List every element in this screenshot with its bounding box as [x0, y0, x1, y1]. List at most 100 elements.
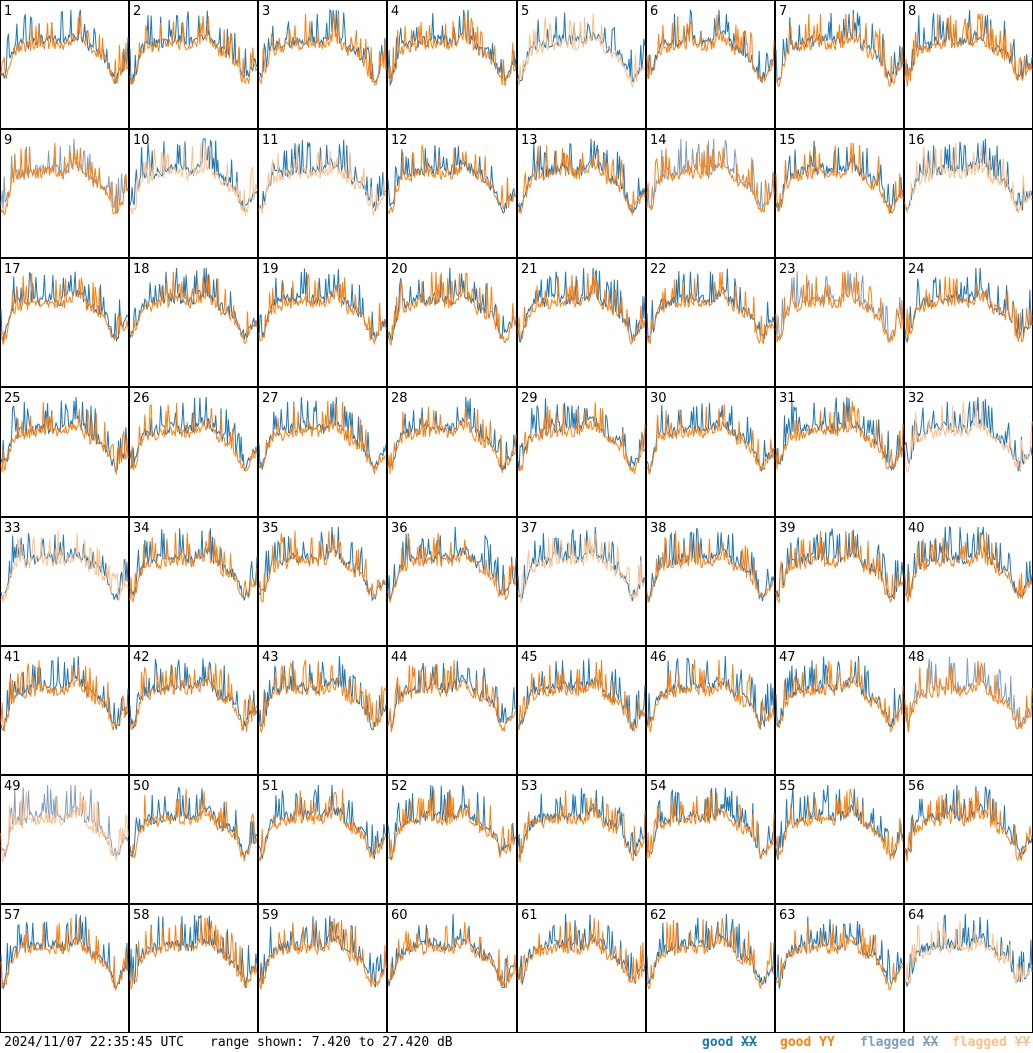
yy-series: [904, 789, 1033, 862]
yy-series: [0, 530, 129, 603]
panel-59: 59: [258, 904, 387, 1033]
yy-series: [129, 142, 258, 216]
panel-label: 3: [262, 4, 270, 19]
panel-frame: [387, 775, 517, 904]
xx-series: [129, 786, 258, 860]
legend-flagged-xx-label: flagged: [860, 1035, 915, 1050]
panel-label: 11: [262, 133, 279, 148]
xx-series: [904, 9, 1033, 82]
panel-frame: [904, 517, 1033, 646]
panel-label: 15: [779, 133, 796, 148]
yy-series: [0, 402, 129, 475]
panel-label: 21: [521, 262, 538, 277]
panel-label: 28: [391, 391, 408, 406]
panel-label: 42: [133, 650, 150, 665]
panel-12: 12: [387, 129, 517, 258]
panel-label: 48: [908, 650, 925, 665]
yy-series: [646, 917, 775, 990]
panel-frame: [517, 387, 646, 517]
yy-series: [387, 406, 517, 475]
panel-18: 18: [129, 258, 258, 387]
panel-label: 31: [779, 391, 796, 406]
xx-series: [646, 787, 775, 860]
yy-series: [129, 917, 258, 989]
yy-series: [258, 273, 387, 346]
panel-43: 43: [258, 646, 387, 775]
yy-series: [517, 402, 646, 474]
panel-frame: [517, 129, 646, 258]
xx-series: [904, 913, 1033, 987]
panel-label: 54: [650, 779, 667, 794]
panel-label: 63: [779, 908, 796, 923]
panel-label: 61: [521, 908, 538, 923]
xx-series: [517, 913, 646, 985]
yy-series: [775, 271, 904, 344]
panel-frame: [258, 0, 387, 129]
timestamp: 2024/11/07 22:35:45 UTC: [4, 1035, 185, 1050]
panel-11: 11: [258, 129, 387, 258]
panel-frame: [0, 775, 129, 904]
yy-series: [775, 401, 904, 470]
panel-label: 19: [262, 262, 279, 277]
yy-series: [646, 789, 775, 861]
panel-label: 55: [779, 779, 796, 794]
panel-label: 14: [650, 133, 667, 148]
yy-series: [646, 530, 775, 603]
panel-23: 23: [775, 258, 904, 387]
panel-38: 38: [646, 517, 775, 646]
panel-33: 33: [0, 517, 129, 646]
panel-35: 35: [258, 517, 387, 646]
panel-label: 44: [391, 650, 408, 665]
yy-series: [775, 142, 904, 214]
panel-16: 16: [904, 129, 1033, 258]
yy-series: [387, 13, 517, 86]
yy-series: [129, 788, 258, 862]
xx-series: [129, 267, 258, 341]
panel-7: 7: [775, 0, 904, 129]
panel-frame: [904, 258, 1033, 387]
panel-label: 62: [650, 908, 667, 923]
panel-53: 53: [517, 775, 646, 904]
yy-series: [775, 13, 904, 87]
panel-frame: [646, 0, 775, 129]
panel-49: 49: [0, 775, 129, 904]
yy-series: [517, 659, 646, 732]
panel-17: 17: [0, 258, 129, 387]
yy-series: [129, 271, 258, 344]
yy-series: [904, 400, 1033, 473]
yy-series: [775, 922, 904, 991]
panel-29: 29: [517, 387, 646, 517]
yy-series: [0, 660, 129, 732]
panel-frame: [129, 258, 258, 387]
panel-frame: [129, 775, 258, 904]
xx-series: [646, 138, 775, 210]
yy-series: [387, 660, 517, 733]
xx-series: [904, 525, 1033, 600]
panel-1: 1: [0, 0, 129, 129]
xx-series: [646, 402, 775, 473]
xx-series: [0, 533, 129, 601]
panel-54: 54: [646, 775, 775, 904]
xx-series: [387, 267, 517, 342]
yy-series: [258, 530, 387, 603]
yy-series: [129, 15, 258, 85]
panel-57: 57: [0, 904, 129, 1033]
yy-series: [129, 402, 258, 472]
panel-frame: [646, 904, 775, 1033]
yy-series: [646, 271, 775, 345]
yy-series: [258, 659, 387, 733]
legend-good-xx-pol: XX: [741, 1035, 757, 1050]
yy-series: [387, 144, 517, 215]
panel-label: 8: [908, 4, 916, 19]
yy-series: [775, 530, 904, 604]
yy-series: [258, 917, 387, 990]
panel-label: 13: [521, 133, 538, 148]
legend-flagged-xx-pol: XX: [922, 1035, 939, 1050]
yy-series: [904, 660, 1033, 733]
panel-label: 47: [779, 650, 796, 665]
yy-series: [0, 273, 129, 345]
panel-26: 26: [129, 387, 258, 517]
panel-label: 2: [133, 4, 141, 19]
yy-series: [387, 271, 517, 347]
panel-label: 7: [779, 4, 787, 19]
